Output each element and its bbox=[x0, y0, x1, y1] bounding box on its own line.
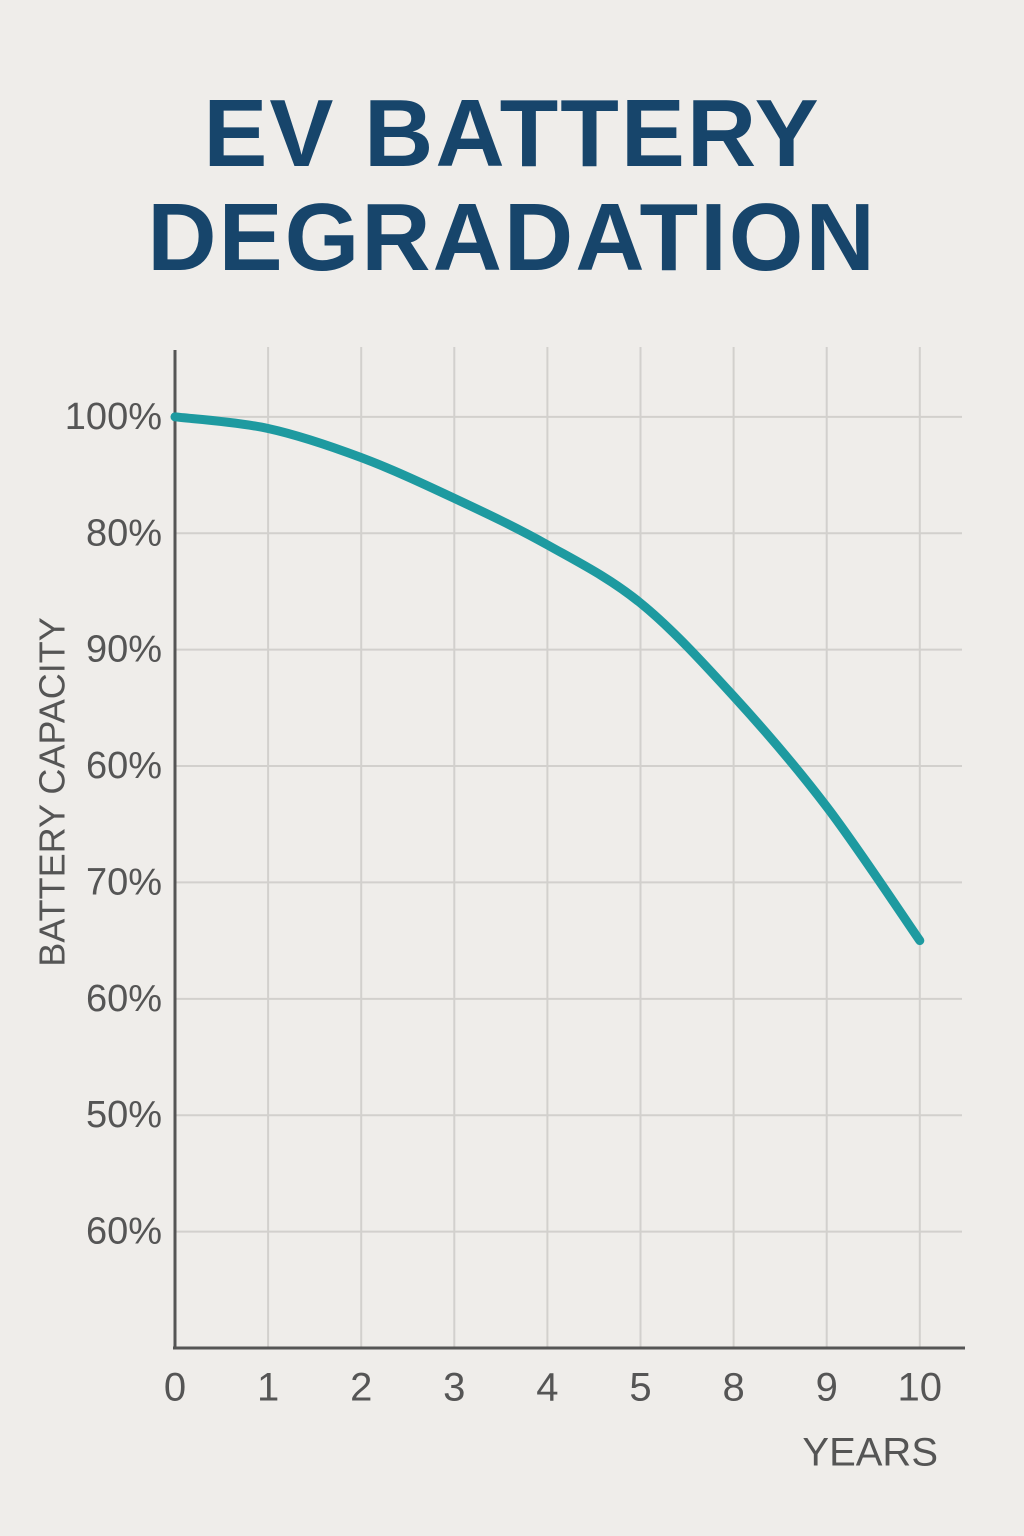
y-axis-label: BATTERY CAPACITY bbox=[32, 617, 73, 966]
x-tick-label: 0 bbox=[164, 1366, 186, 1410]
x-tick-label: 5 bbox=[629, 1366, 651, 1410]
x-tick-label: 10 bbox=[898, 1366, 943, 1410]
x-tick-label: 1 bbox=[257, 1366, 279, 1410]
y-tick-label: 60% bbox=[86, 1211, 162, 1253]
x-axis-label: YEARS bbox=[802, 1431, 938, 1475]
y-tick-label: 90% bbox=[86, 629, 162, 671]
x-tick-label: 2 bbox=[350, 1366, 372, 1410]
x-tick-label: 4 bbox=[536, 1366, 558, 1410]
x-tick-label: 9 bbox=[816, 1366, 838, 1410]
data-line bbox=[170, 412, 925, 946]
y-tick-label: 60% bbox=[86, 978, 162, 1020]
y-tick-label: 60% bbox=[86, 745, 162, 787]
x-tick-label: 3 bbox=[443, 1366, 465, 1410]
y-tick-label: 50% bbox=[86, 1094, 162, 1136]
x-tick-label: 8 bbox=[722, 1366, 744, 1410]
y-tick-label: 70% bbox=[86, 861, 162, 903]
grid bbox=[175, 347, 962, 1348]
y-tick-label: 80% bbox=[86, 512, 162, 554]
y-tick-label: 100% bbox=[65, 396, 162, 438]
chart-title: EV BATTERY DEGRADATION bbox=[147, 80, 877, 291]
